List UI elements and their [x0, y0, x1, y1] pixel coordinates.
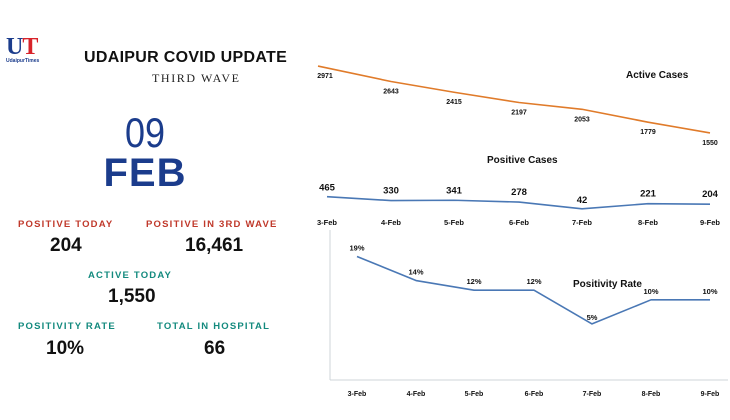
page-title: UDAIPUR COVID UPDATE: [84, 49, 288, 66]
logo-letter-u: U: [6, 34, 23, 60]
x-tick-label: 7-Feb: [572, 218, 592, 227]
x-tick-label: 3-Feb: [348, 391, 367, 398]
positive-cases-data-label: 278: [511, 187, 527, 198]
x-tick-label: 9-Feb: [700, 218, 720, 227]
positive-today-label: POSITIVE TODAY: [18, 219, 114, 230]
active-cases-title: Active Cases: [626, 70, 689, 81]
positive-cases-title: Positive Cases: [487, 155, 558, 166]
active-cases-data-label: 2971: [317, 73, 333, 80]
positivity-rate-data-label: 5%: [587, 313, 598, 322]
active-today-value: 1,550: [108, 286, 156, 307]
x-tick-label: 4-Feb: [407, 391, 426, 398]
x-tick-label: 6-Feb: [509, 218, 529, 227]
positivity-rate-data-label: 12%: [526, 277, 541, 286]
positive-cases-data-label: 221: [640, 189, 657, 200]
positivity-rate-data-label: 12%: [466, 277, 481, 286]
positivity-rate-series-line: [356, 255, 710, 325]
x-tick-label: 9-Feb: [701, 391, 720, 398]
positivity-rate-label: POSITIVITY RATE: [18, 321, 116, 332]
positivity-rate-data-label: 10%: [702, 287, 717, 296]
positive-cases-data-label: 465: [319, 183, 336, 194]
total-in-hospital-value: 66: [204, 338, 226, 359]
udaipur-times-logo: UT UdaipurTimes: [6, 34, 62, 66]
positivity-rate-data-label: 19%: [349, 243, 364, 252]
positive-cases-data-label: 204: [702, 189, 719, 200]
positive-cases-series-line: [326, 195, 711, 210]
total-in-hospital-label: TOTAL IN HOSPITAL: [157, 321, 271, 332]
positive-cases-data-label: 341: [446, 185, 463, 196]
active-cases-data-label: 2415: [446, 99, 462, 106]
logo-mark: UT: [6, 34, 38, 61]
x-tick-label: 5-Feb: [444, 218, 464, 227]
x-tick-label: 7-Feb: [583, 391, 602, 398]
positivity-rate-title: Positivity Rate: [573, 279, 642, 290]
positive-cases-data-label: 42: [577, 195, 588, 206]
positive-today-value: 204: [50, 235, 82, 256]
positive-third-wave-label: POSITIVE IN 3RD WAVE: [146, 219, 278, 230]
positive-third-wave-value: 16,461: [185, 235, 244, 256]
logo-letter-t: T: [22, 34, 38, 60]
x-tick-label: 6-Feb: [525, 391, 544, 398]
logo-subtext: UdaipurTimes: [6, 58, 40, 64]
active-cases-data-label: 2197: [511, 109, 527, 116]
date-month: FEB: [103, 151, 187, 195]
x-tick-label: 4-Feb: [381, 218, 401, 227]
positivity-rate-data-label: 14%: [408, 268, 423, 277]
positive-cases-data-label: 330: [383, 186, 399, 197]
positivity-rate-data-label: 10%: [643, 287, 658, 296]
x-tick-label: 5-Feb: [465, 391, 484, 398]
active-cases-data-label: 1779: [640, 129, 656, 136]
page-subtitle: THIRD WAVE: [152, 71, 241, 85]
active-today-label: ACTIVE TODAY: [88, 270, 173, 281]
active-cases-data-label: 1550: [702, 140, 718, 147]
positivity-rate-value: 10%: [46, 338, 85, 359]
active-cases-series-line: [317, 65, 711, 134]
active-cases-data-label: 2643: [383, 89, 399, 96]
summary-panel: UT UdaipurTimes UDAIPUR COVID UPDATE THI…: [0, 0, 305, 420]
x-tick-label: 8-Feb: [642, 391, 661, 398]
date-day: 09: [124, 108, 166, 156]
x-tick-label: 8-Feb: [638, 218, 658, 227]
active-cases-data-label: 2053: [574, 116, 590, 123]
x-tick-label: 3-Feb: [317, 218, 337, 227]
